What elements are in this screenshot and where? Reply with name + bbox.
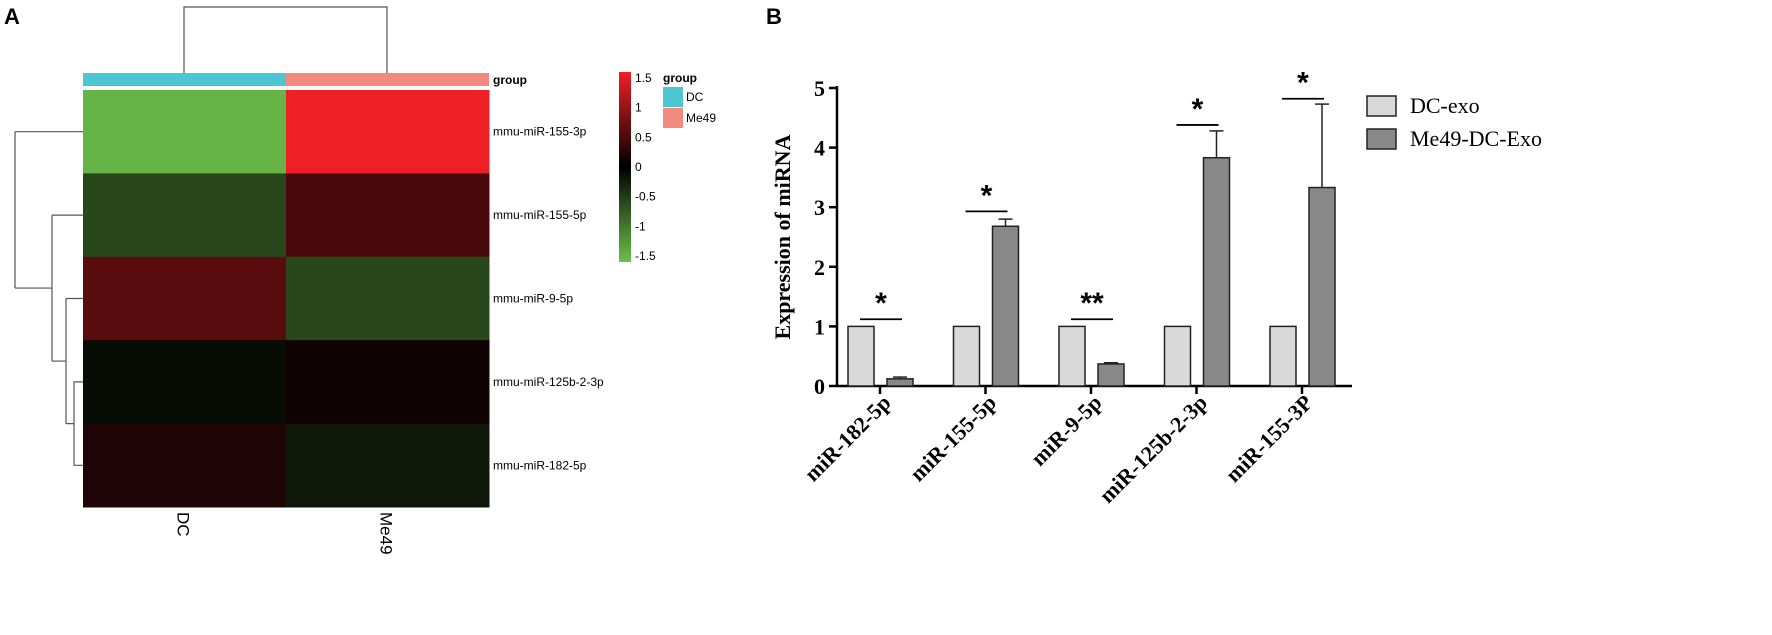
y-tick-label: 0 bbox=[814, 374, 825, 399]
significance-marker: * bbox=[1192, 93, 1204, 126]
heatmap: group mmu-miR-155-3p mmu-miR-155-5p mmu-miR… bbox=[14, 6, 716, 555]
bar-dc-exo bbox=[952, 325, 981, 387]
legend-swatch-me49-dc-exo bbox=[1366, 128, 1397, 150]
significance-marker: * bbox=[875, 287, 887, 320]
row-label: mmu-miR-125b-2-3p bbox=[493, 375, 604, 389]
bar-chart: 0 1 2 3 4 5 Expression of miRNA * miR-182-5p * miR… bbox=[770, 67, 1542, 508]
heatmap-cell bbox=[286, 340, 490, 425]
colorbar-tick-label: 0.5 bbox=[635, 130, 652, 144]
significance-marker: ** bbox=[1080, 287, 1104, 320]
annotation-cell-me49 bbox=[286, 73, 489, 86]
colorbar-tick-label: -0.5 bbox=[635, 190, 656, 204]
colorbar-tick-label: 0 bbox=[635, 160, 642, 174]
row-label: mmu-miR-182-5p bbox=[493, 458, 587, 472]
column-label: Me49 bbox=[377, 512, 396, 555]
row-label: mmu-miR-155-3p bbox=[493, 125, 587, 139]
bar-me49-dc-exo bbox=[1202, 156, 1231, 387]
bar-dc-exo bbox=[1163, 325, 1192, 387]
bar-dc-exo bbox=[1058, 325, 1086, 387]
heatmap-cell bbox=[83, 90, 287, 174]
bar-me49-dc-exo bbox=[1308, 186, 1336, 387]
annotation-legend-label: Me49 bbox=[686, 111, 716, 125]
annotation-legend-swatch-me49 bbox=[663, 108, 683, 128]
colorbar-tick-label: 1 bbox=[635, 101, 642, 115]
panel-label-a: A bbox=[4, 4, 20, 29]
heatmap-cell bbox=[83, 340, 287, 425]
legend-swatch-dc-exo bbox=[1366, 95, 1397, 117]
x-tick-label: miR-9-5p bbox=[1026, 390, 1107, 471]
x-tick-label: miR-182-5p bbox=[799, 390, 895, 486]
y-tick-label: 5 bbox=[814, 76, 825, 101]
panel-label-b: B bbox=[766, 4, 782, 29]
heatmap-cell bbox=[83, 423, 287, 508]
bar-me49-dc-exo bbox=[1097, 363, 1125, 387]
bar-dc-exo bbox=[847, 325, 875, 387]
heatmap-cell bbox=[83, 173, 287, 258]
annotation-legend-label: DC bbox=[686, 90, 704, 104]
bar-me49-dc-exo bbox=[991, 225, 1020, 387]
annotation-legend-title: group bbox=[663, 71, 697, 85]
left-dendrogram bbox=[14, 131, 83, 466]
colorbar-tick-label: -1.5 bbox=[635, 249, 656, 263]
annotation-label: group bbox=[493, 73, 527, 87]
heatmap-cell bbox=[286, 256, 490, 341]
significance-marker: * bbox=[981, 179, 993, 212]
legend-label: Me49-DC-Exo bbox=[1410, 126, 1542, 151]
y-tick-label: 3 bbox=[814, 195, 825, 220]
heatmap-cell bbox=[83, 256, 287, 341]
y-tick-label: 4 bbox=[814, 136, 825, 161]
colorbar bbox=[619, 72, 631, 262]
annotation-legend-swatch-dc bbox=[663, 87, 683, 107]
x-tick-label: miR-155-5p bbox=[905, 390, 1001, 486]
y-tick-label: 2 bbox=[814, 255, 825, 280]
x-tick-label: miR-125b-2-3p bbox=[1094, 390, 1212, 508]
annotation-cell-dc bbox=[83, 73, 286, 86]
top-dendrogram bbox=[183, 6, 388, 73]
bar-dc-exo bbox=[1269, 325, 1297, 387]
bar-me49-dc-exo bbox=[886, 378, 914, 387]
heatmap-cell bbox=[286, 90, 490, 174]
column-label: DC bbox=[174, 512, 193, 537]
heatmap-cell bbox=[286, 423, 490, 508]
colorbar-tick-label: 1.5 bbox=[635, 71, 652, 85]
significance-marker: * bbox=[1297, 67, 1309, 100]
row-label: mmu-miR-9-5p bbox=[493, 292, 573, 306]
legend-label: DC-exo bbox=[1410, 93, 1480, 118]
y-tick-label: 1 bbox=[814, 314, 825, 339]
heatmap-cell bbox=[286, 173, 490, 258]
y-axis-label: Expression of miRNA bbox=[770, 134, 795, 339]
colorbar-tick-label: -1 bbox=[635, 219, 646, 233]
x-tick-label: miR-155-3P bbox=[1220, 390, 1317, 487]
row-label: mmu-miR-155-5p bbox=[493, 208, 587, 222]
